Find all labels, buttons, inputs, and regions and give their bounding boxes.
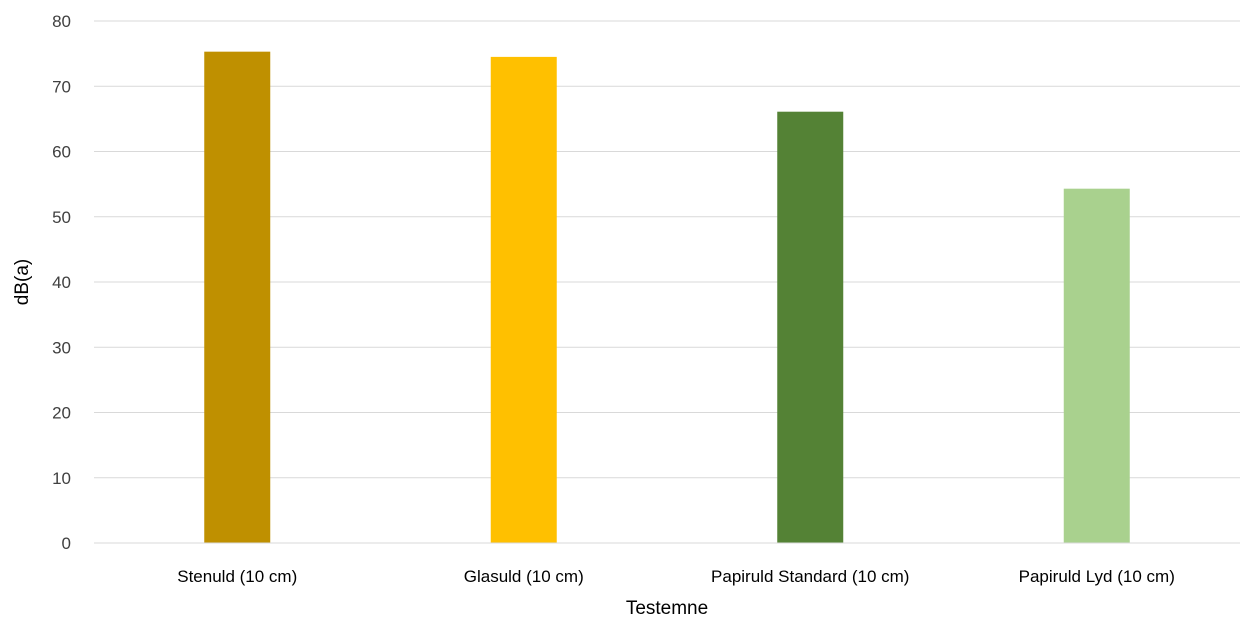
gridlines [94, 20, 1240, 479]
x-axis-category-labels: Stenuld (10 cm) Glasuld (10 cm) Papiruld S… [177, 567, 1175, 586]
x-category-label: Stenuld (10 cm) [177, 567, 297, 586]
y-tick-label: 70 [52, 77, 71, 96]
y-axis-title: dB(a) [12, 259, 33, 305]
y-axis-ticks: 0 10 20 30 40 50 60 70 80 [52, 12, 71, 553]
y-tick-label: 50 [52, 208, 71, 227]
bar [1063, 188, 1130, 543]
x-category-label: Papiruld Lyd (10 cm) [1019, 567, 1175, 586]
bar [204, 51, 271, 543]
y-tick-label: 80 [52, 12, 71, 31]
x-category-label: Glasuld (10 cm) [464, 567, 584, 586]
y-tick-label: 30 [52, 338, 71, 357]
y-tick-label: 0 [62, 534, 71, 553]
y-tick-label: 40 [52, 273, 71, 292]
y-tick-label: 10 [52, 469, 71, 488]
y-tick-label: 60 [52, 143, 71, 162]
y-tick-label: 20 [52, 404, 71, 423]
bar [490, 56, 557, 543]
x-axis-title: Testemne [626, 598, 708, 619]
x-category-label: Papiruld Standard (10 cm) [711, 567, 909, 586]
bar [777, 111, 844, 543]
bars [204, 51, 1130, 543]
